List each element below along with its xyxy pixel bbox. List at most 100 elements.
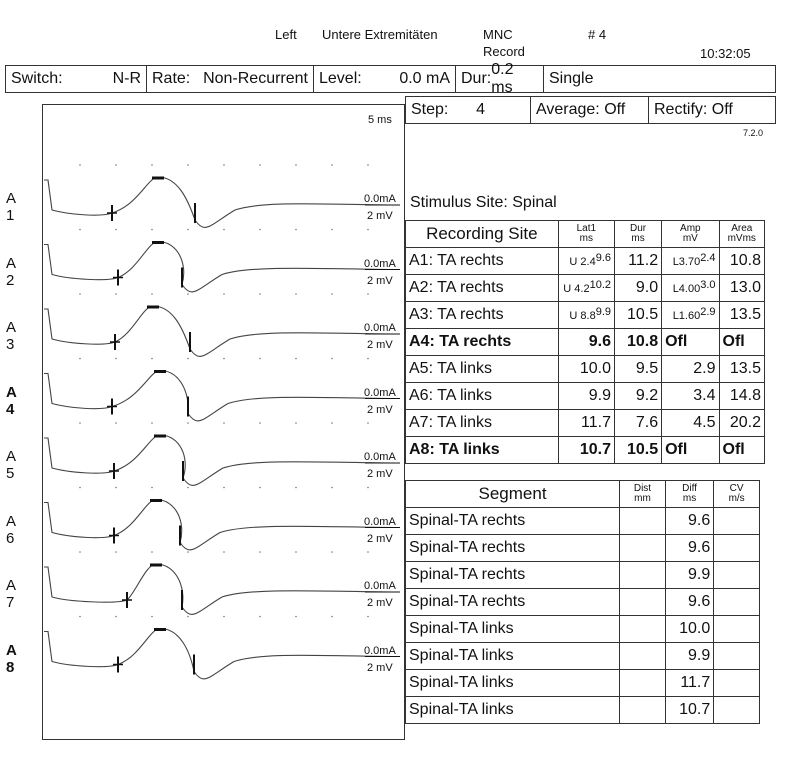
amp-value: 2.4 [700,252,716,264]
amp-value: 3.4 [693,387,716,404]
grid-dot [79,357,81,360]
header-mode2: Record [483,44,525,59]
amp-value: Ofl [665,333,688,350]
waveform-4 [44,369,401,422]
cv-value [713,642,760,670]
dist-value [619,507,666,535]
segment-row: Spinal-TA links 10.7 [404,696,760,724]
dur-value: 10.5 [613,436,663,464]
grid-dot [115,422,117,424]
area-value: 13.5 [718,301,766,329]
grid-dot [223,486,225,489]
step-value: 4 [476,101,485,118]
stimulus-level: 0.0mA [364,515,396,528]
col-dist: Dist [633,483,652,494]
grid-dot [367,551,369,553]
area-value: Ofl [718,328,766,356]
cv-value [713,561,760,589]
amp-value: 3.0 [700,279,716,291]
stimulus-level: 0.0mA [364,580,396,592]
segment-row: Spinal-TA links 11.7 [404,669,760,697]
waveform-2 [44,240,401,293]
stimulus-level: 0.0mA [364,322,396,334]
recording-row: A4: TA rechts 9.6 10.8 Ofl Ofl [405,328,766,356]
diff-value: 9.6 [664,588,715,616]
stimulus-level: 0.0mA [364,257,396,270]
average-setting: Average: Off [536,101,626,118]
grid-dot [151,293,153,295]
grid-dot [331,422,333,424]
dist-value [619,696,666,724]
area-value: 10.8 [718,247,766,275]
diff-value: 11.7 [664,669,715,697]
grid-dot [367,293,369,295]
lat-value: 11.7 [581,414,611,431]
col-amp: Amp [680,223,701,234]
col-dur-unit: ms [631,233,645,244]
channel-letter: A [6,512,17,530]
grid-dot [331,551,333,553]
amp-marker: L4.00 [672,283,701,295]
stimulus-level: 0.0mA [364,451,396,463]
channel-number: 2 [6,271,15,289]
amp-value: Ofl [665,441,688,458]
area-value: 13.5 [718,355,766,383]
grid-dot [151,422,153,424]
grid-dot [187,228,189,231]
gain-label: 2 mV [367,468,393,480]
grid-dot [115,357,117,360]
amp-marker: L3.70 [672,256,701,268]
level-label: Level: [319,70,362,87]
grid-dot [295,422,297,424]
header-number: # 4 [588,27,607,42]
diff-value: 10.0 [664,615,715,643]
grid-dot [367,357,369,360]
diff-value: 9.9 [664,561,715,589]
dur-value: 10.8 [613,328,663,356]
segment-name: Spinal-TA links [404,642,621,670]
recording-row: A7: TA links 11.7 7.6 4.5 20.2 [405,409,766,437]
dist-value [619,615,666,643]
dur-value: 7.6 [613,409,663,437]
grid-dot [115,486,117,489]
channel-number: 1 [6,207,15,224]
lat-value: 9.9 [595,306,611,318]
lat-value: 9.9 [588,387,611,404]
grid-dot [295,164,297,166]
grid-dot [187,293,189,295]
grid-dot [115,164,117,166]
channel-number: 4 [6,400,15,418]
col-dist-unit: mm [634,493,651,504]
channel-letter: A [6,577,17,594]
dist-value [619,669,666,697]
col-dur: Dur [629,223,647,234]
dur-value: 0.2 ms [491,61,514,96]
segment-table: Segment Dist mm Diff ms CV m/s Spinal-TA re… [404,480,760,724]
grid-dot [259,551,261,553]
diff-value: 9.9 [664,642,715,670]
diff-value: 9.6 [664,534,715,562]
recording-row: A6: TA links 9.9 9.2 3.4 14.8 [405,382,766,410]
lat-value: 9.6 [588,333,611,350]
grid-dot [79,615,81,618]
col-lat: Lat1 [576,223,597,234]
header-time: 10:32:05 [700,46,751,61]
grid-dot [79,551,81,553]
recording-site: A1: TA rechts [405,247,559,275]
grid-dot [151,486,153,489]
switch-label: Switch: [11,70,63,87]
amp-value: 2.9 [700,306,716,318]
gain-label: 2 mV [367,661,393,674]
grid-dot [259,422,261,424]
trace-panel [42,104,405,740]
recording-row: A8: TA links 10.7 10.5 Ofl Ofl [405,436,766,464]
channel-letter: A [6,641,17,659]
header-side: Left [275,27,297,42]
header-region: Untere Extremitäten [322,27,438,42]
grid-dot [295,228,297,231]
segment-row: Spinal-TA rechts 9.6 [404,588,760,616]
grid-dot [151,357,153,360]
grid-dot [331,486,333,489]
segment-row: Spinal-TA rechts 9.9 [404,561,760,589]
dist-value [619,588,666,616]
